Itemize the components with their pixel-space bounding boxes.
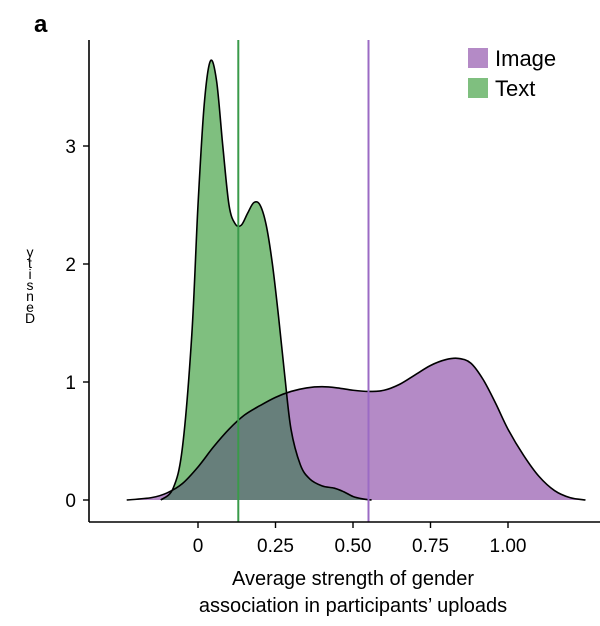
legend: Image Text <box>468 46 556 101</box>
mean-lines <box>237 40 370 522</box>
legend-label-text: Text <box>495 76 535 101</box>
y-axis-label-char: y <box>27 244 34 260</box>
density-area-text <box>160 60 372 501</box>
y-axis-label-char: t <box>28 255 32 271</box>
x-tick-label: 0.50 <box>335 536 372 557</box>
y-axis-label-char: s <box>27 277 34 293</box>
y-tick-label: 1 <box>65 373 76 394</box>
x-tick-label: 0.25 <box>257 536 294 557</box>
axes <box>83 40 600 528</box>
x-tick-label: 0.75 <box>412 536 449 557</box>
legend-label-image: Image <box>495 46 556 71</box>
density-areas <box>126 60 586 501</box>
x-axis-label-line-1: Average strength of gender <box>232 568 474 590</box>
legend-swatch-image <box>468 48 488 68</box>
density-curve-text <box>160 59 372 501</box>
x-tick-label: 0 <box>193 536 204 557</box>
x-tick-label: 1.00 <box>490 536 527 557</box>
y-axis-label-char: e <box>26 299 34 315</box>
y-axis-label-char: D <box>25 310 35 326</box>
y-tick-label: 3 <box>65 137 76 158</box>
y-tick-label: 2 <box>65 255 76 276</box>
y-axis-label-char: n <box>26 288 34 304</box>
y-tick-label: 0 <box>65 491 76 512</box>
y-axis-label-char: i <box>28 266 31 282</box>
x-axis-label-line-2: association in participants’ uploads <box>199 595 507 617</box>
tick-labels: 0 0.25 0.50 0.75 1.00 0 1 2 3 <box>65 137 526 557</box>
legend-swatch-text <box>468 78 488 98</box>
panel-label: a <box>34 11 48 38</box>
